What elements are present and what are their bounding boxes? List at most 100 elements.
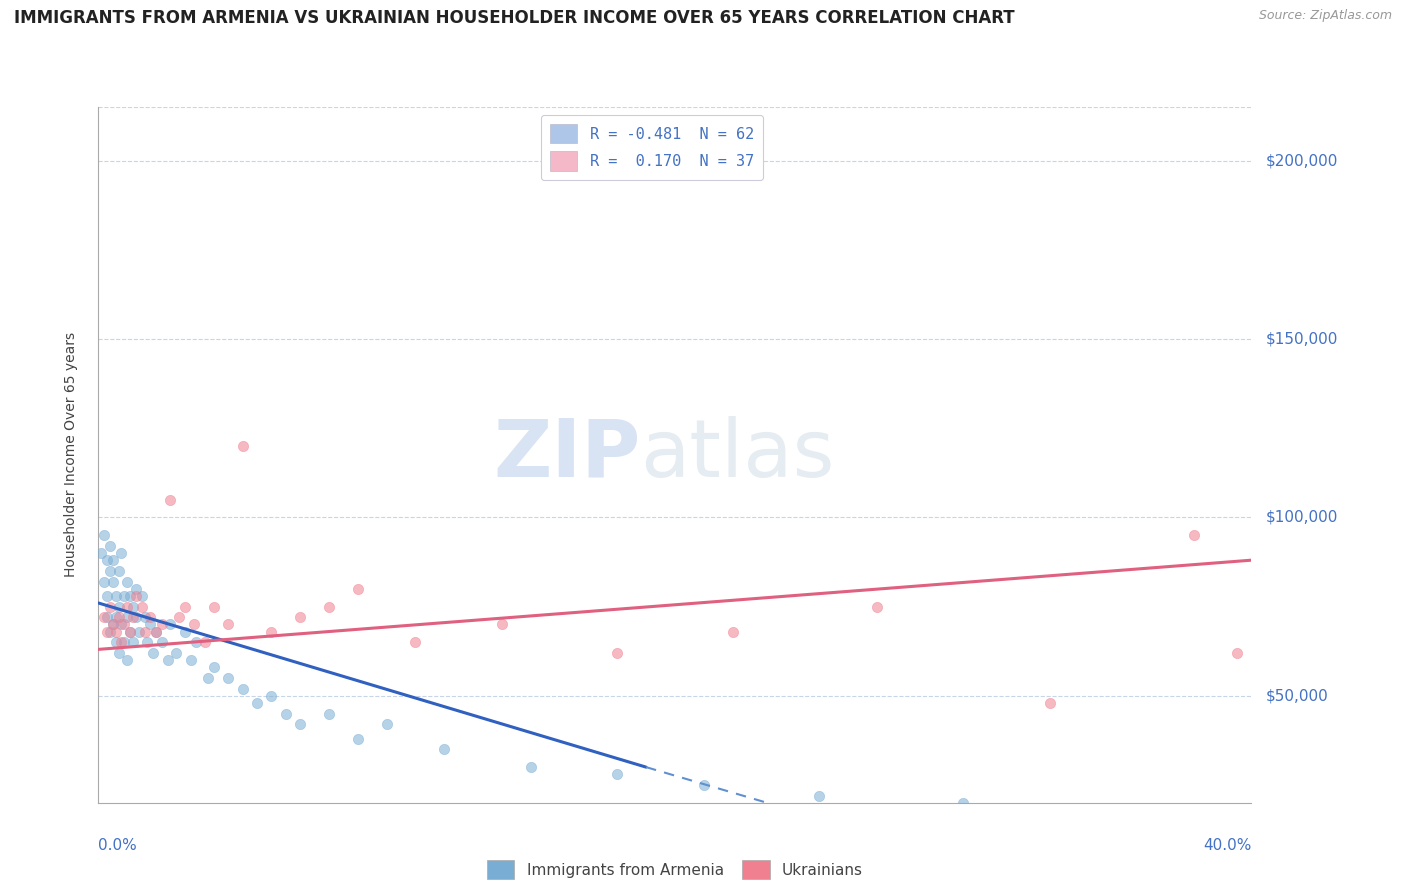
Point <box>96 610 118 624</box>
Point <box>107 646 129 660</box>
Point <box>98 624 121 639</box>
Point <box>128 624 150 639</box>
Point <box>202 599 225 614</box>
Point <box>104 635 127 649</box>
Point <box>101 553 124 567</box>
Point <box>134 624 156 639</box>
Point <box>405 635 427 649</box>
Point <box>231 681 254 696</box>
Point <box>120 624 142 639</box>
Point <box>274 706 297 721</box>
Point <box>125 582 148 596</box>
Point <box>807 789 830 803</box>
Point <box>150 635 173 649</box>
Point <box>194 635 217 649</box>
Point <box>101 617 124 632</box>
Y-axis label: Householder Income Over 65 years: Householder Income Over 65 years <box>63 333 77 577</box>
Point <box>90 546 112 560</box>
Text: 40.0%: 40.0% <box>1204 838 1251 854</box>
Point <box>107 610 129 624</box>
Point <box>290 717 312 731</box>
Point <box>98 564 121 578</box>
Point <box>491 617 513 632</box>
Point <box>159 492 181 507</box>
Point <box>122 635 145 649</box>
Point <box>606 767 628 781</box>
Point <box>606 646 628 660</box>
Point <box>96 553 118 567</box>
Point <box>186 635 208 649</box>
Point <box>1182 528 1205 542</box>
Point <box>246 696 269 710</box>
Point <box>318 599 340 614</box>
Point <box>693 778 716 792</box>
Point <box>101 617 124 632</box>
Point <box>167 610 190 624</box>
Text: $100,000: $100,000 <box>1265 510 1337 524</box>
Point <box>142 646 165 660</box>
Point <box>112 617 135 632</box>
Point <box>174 624 197 639</box>
Point <box>131 589 153 603</box>
Point <box>110 617 132 632</box>
Point <box>520 760 543 774</box>
Point <box>96 624 118 639</box>
Point <box>120 589 142 603</box>
Legend: Immigrants from Armenia, Ukrainians: Immigrants from Armenia, Ukrainians <box>481 854 869 886</box>
Point <box>107 564 129 578</box>
Point <box>93 528 115 542</box>
Point <box>1038 696 1062 710</box>
Point <box>217 617 239 632</box>
Point <box>375 717 398 731</box>
Text: $150,000: $150,000 <box>1265 332 1337 346</box>
Text: Source: ZipAtlas.com: Source: ZipAtlas.com <box>1258 9 1392 22</box>
Point <box>125 589 148 603</box>
Point <box>96 589 118 603</box>
Point <box>122 610 145 624</box>
Point <box>134 610 156 624</box>
Point <box>318 706 340 721</box>
Point <box>145 624 167 639</box>
Point <box>110 635 132 649</box>
Point <box>290 610 312 624</box>
Point <box>117 574 138 589</box>
Point <box>117 599 138 614</box>
Point <box>433 742 456 756</box>
Point <box>180 653 202 667</box>
Point <box>231 439 254 453</box>
Point <box>125 610 148 624</box>
Point <box>104 624 127 639</box>
Point <box>217 671 239 685</box>
Point <box>156 653 179 667</box>
Point <box>98 599 121 614</box>
Point <box>1226 646 1249 660</box>
Point <box>131 599 153 614</box>
Point <box>202 660 225 674</box>
Point <box>150 617 173 632</box>
Point <box>112 589 135 603</box>
Point <box>139 617 162 632</box>
Point <box>721 624 744 639</box>
Point <box>104 589 127 603</box>
Point <box>174 599 197 614</box>
Text: IMMIGRANTS FROM ARMENIA VS UKRAINIAN HOUSEHOLDER INCOME OVER 65 YEARS CORRELATIO: IMMIGRANTS FROM ARMENIA VS UKRAINIAN HOU… <box>14 9 1015 27</box>
Point <box>139 610 162 624</box>
Point <box>101 574 124 589</box>
Point <box>93 610 115 624</box>
Point <box>136 635 159 649</box>
Text: ZIP: ZIP <box>494 416 640 494</box>
Point <box>260 689 283 703</box>
Text: 0.0%: 0.0% <box>98 838 138 854</box>
Point <box>145 624 167 639</box>
Point <box>159 617 181 632</box>
Point <box>952 796 974 810</box>
Point <box>120 624 142 639</box>
Point <box>165 646 187 660</box>
Text: $200,000: $200,000 <box>1265 153 1337 168</box>
Point <box>197 671 219 685</box>
Point <box>112 635 135 649</box>
Point <box>346 582 368 596</box>
Point <box>866 599 889 614</box>
Text: $50,000: $50,000 <box>1265 689 1329 703</box>
Point <box>260 624 283 639</box>
